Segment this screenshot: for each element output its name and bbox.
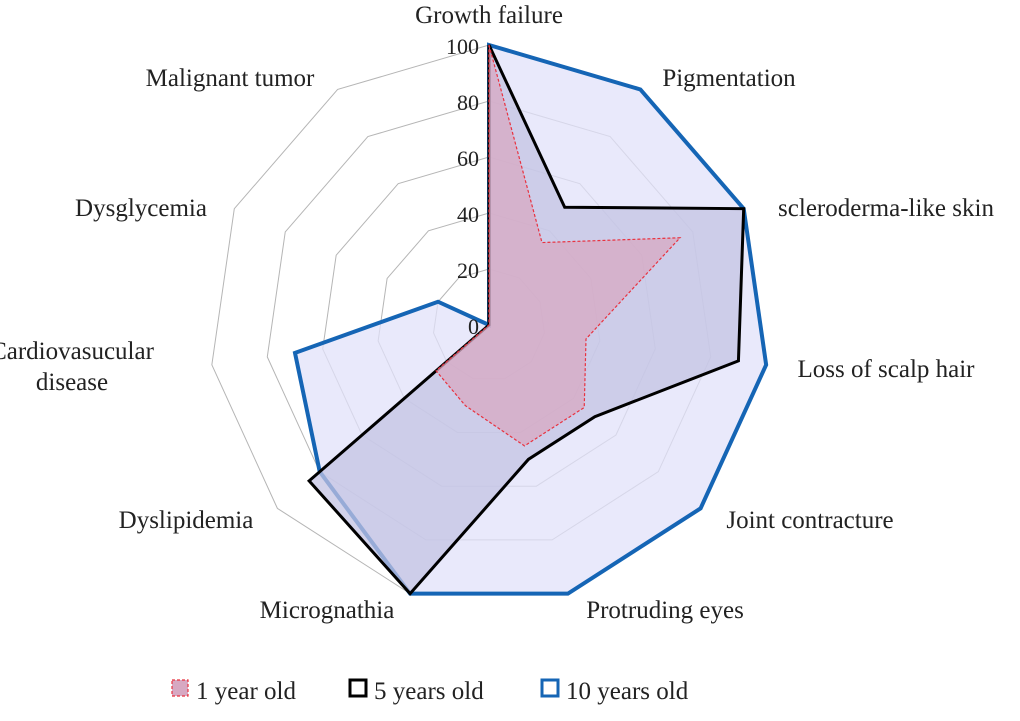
category-label: Protruding eyes (586, 597, 744, 624)
category-labels: Growth failure Pigmentation scleroderma-li… (0, 2, 994, 624)
series-1-year-old (435, 44, 682, 447)
legend: 1 year old 5 years old 10 years old (171, 678, 689, 705)
tick-label: 0 (468, 314, 479, 339)
category-label: scleroderma-like skin (778, 195, 994, 222)
category-label: Micrognathia (260, 597, 395, 624)
category-label: Cardiovasucular disease (0, 338, 155, 396)
tick-label: 100 (446, 34, 479, 59)
legend-label: 10 years old (566, 678, 689, 705)
legend-label: 5 years old (374, 678, 484, 705)
legend-swatch (171, 679, 189, 697)
category-label: Dysglycemia (75, 195, 207, 222)
tick-label: 60 (457, 146, 479, 171)
category-label: Pigmentation (662, 65, 796, 92)
tick-label: 20 (457, 258, 479, 283)
category-label: Joint contracture (726, 507, 893, 534)
legend-label: 1 year old (196, 678, 296, 705)
category-label: Malignant tumor (146, 65, 315, 92)
radar-series (292, 42, 769, 596)
legend-swatch (348, 678, 368, 698)
category-label: Growth failure (415, 2, 563, 29)
tick-label: 40 (457, 202, 479, 227)
radial-tick-labels: 0 20 40 60 80 100 (446, 34, 479, 339)
tick-label: 80 (457, 90, 479, 115)
legend-swatch (540, 678, 560, 698)
category-label: Dyslipidemia (119, 507, 254, 534)
category-label: Loss of scalp hair (797, 356, 975, 383)
